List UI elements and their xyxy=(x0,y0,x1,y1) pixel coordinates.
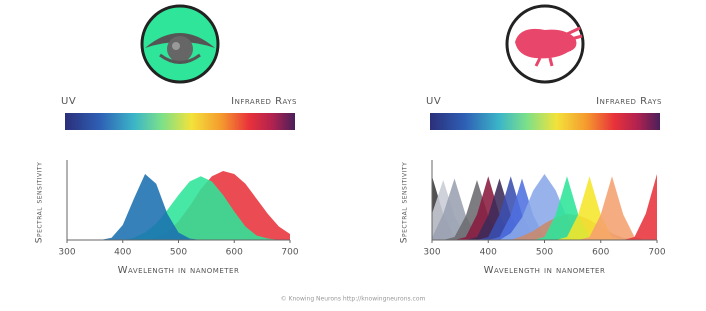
x-tick-label: 700 xyxy=(281,248,298,258)
x-tick-label: 300 xyxy=(58,248,75,258)
x-tick-label: 700 xyxy=(648,248,665,258)
eye-icon xyxy=(142,6,218,82)
spectrum-bar xyxy=(65,113,295,130)
footer: © Knowing Neurons http://knowingneurons.… xyxy=(281,296,426,303)
x-axis-label: Wavelength in nanometer xyxy=(118,265,240,276)
page: {"chart_data": [ {"type": "area", "spect… xyxy=(0,0,706,307)
x-tick-label: 600 xyxy=(226,248,243,258)
spectrum-label: Infrared Rays xyxy=(596,96,662,107)
infographic: © Knowing Neurons http://knowingneurons.… xyxy=(0,0,706,307)
y-axis-label: Spectral sensitivity xyxy=(35,162,45,244)
x-tick-label: 500 xyxy=(170,248,187,258)
x-tick-label: 600 xyxy=(592,248,609,258)
spectrum-label: Infrared Rays xyxy=(231,96,297,107)
y-axis-label: Spectral sensitivity xyxy=(400,162,410,244)
spectrum-bar xyxy=(430,113,660,130)
spectrum-label: UV xyxy=(426,96,441,107)
x-tick-label: 400 xyxy=(480,248,497,258)
x-tick-label: 500 xyxy=(536,248,553,258)
x-axis-label: Wavelength in nanometer xyxy=(484,265,606,276)
shrimp-icon xyxy=(507,6,583,82)
x-tick-label: 300 xyxy=(423,248,440,258)
x-tick-label: 400 xyxy=(114,248,131,258)
spectrum-label: UV xyxy=(61,96,76,107)
